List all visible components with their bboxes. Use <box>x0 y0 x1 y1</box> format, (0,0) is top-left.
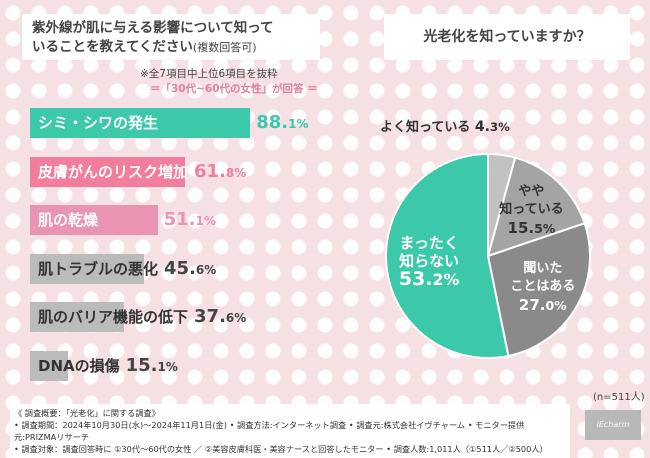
bar-value-1: 88.1% <box>256 112 309 133</box>
selection-note: ※全7項目中上位6項目を抜粋 <box>140 68 278 80</box>
bar-value-5: 37.6% <box>194 306 247 327</box>
right-question-box: 光老化を知っていますか？ <box>384 14 630 60</box>
bar-label-2: 皮膚がんのリスク増加 <box>38 162 189 181</box>
bar-label-3: 肌の乾燥 <box>38 211 99 229</box>
bar-label-4: 肌トラブルの悪化 <box>38 259 159 278</box>
bar-2 <box>30 156 185 187</box>
bar-label-1: シミ・シワの発生 <box>38 114 159 132</box>
pie-label-1: よく知っている 4.3% <box>380 119 510 135</box>
footer-line2: • 調査期間：2024年10月30日(水)～2024年11月1日(金) • 調査… <box>14 420 525 442</box>
bar-value-6: 15.1% <box>125 354 178 376</box>
left-question-suffix: (複数回答可) <box>192 41 257 54</box>
bar-label-6: DNAの損傷 <box>38 356 120 375</box>
bar-5 <box>30 302 124 332</box>
pie-label-4: まったく 知らない 53.2% <box>398 234 460 291</box>
brand-logo: iEcharm <box>585 410 641 440</box>
bar-label-5: 肌のバリア機能の低下 <box>38 308 189 326</box>
respondents-note: ＝「30代~60代の女性」が回答 ＝ <box>150 83 318 95</box>
sample-size: (n=511人) <box>593 392 645 403</box>
left-question-line2: いることを教えてください <box>32 39 193 55</box>
bar-3 <box>30 205 158 235</box>
left-question-box: 紫外線が肌に与える影響について知って いることを教えてください(複数回答可) <box>22 14 320 60</box>
pie-label-3: 聞いた ことはある 27.0% <box>510 261 576 314</box>
bar-6 <box>30 350 68 381</box>
pie-label-2: やや 知っている 15.5% <box>499 183 564 237</box>
bar-1 <box>30 108 251 138</box>
left-question-line1: 紫外線が肌に与える影響について知って <box>32 20 274 36</box>
bar-value-4: 45.6% <box>164 257 217 279</box>
footer-line1: 《 調査概要：「光老化」に関する調査》 <box>14 408 160 418</box>
bar-value-2: 61.8% <box>194 160 247 182</box>
survey-footer: 《 調査概要：「光老化」に関する調査》 • 調査期間：2024年10月30日(水… <box>10 404 570 458</box>
bar-value-3: 51.1% <box>163 209 217 230</box>
bar-4 <box>30 253 144 284</box>
footer-line3: • 調査対象：調査回答時に ①30代～60代の女性 ／ ②美容皮膚科医・美容ナー… <box>14 444 548 454</box>
